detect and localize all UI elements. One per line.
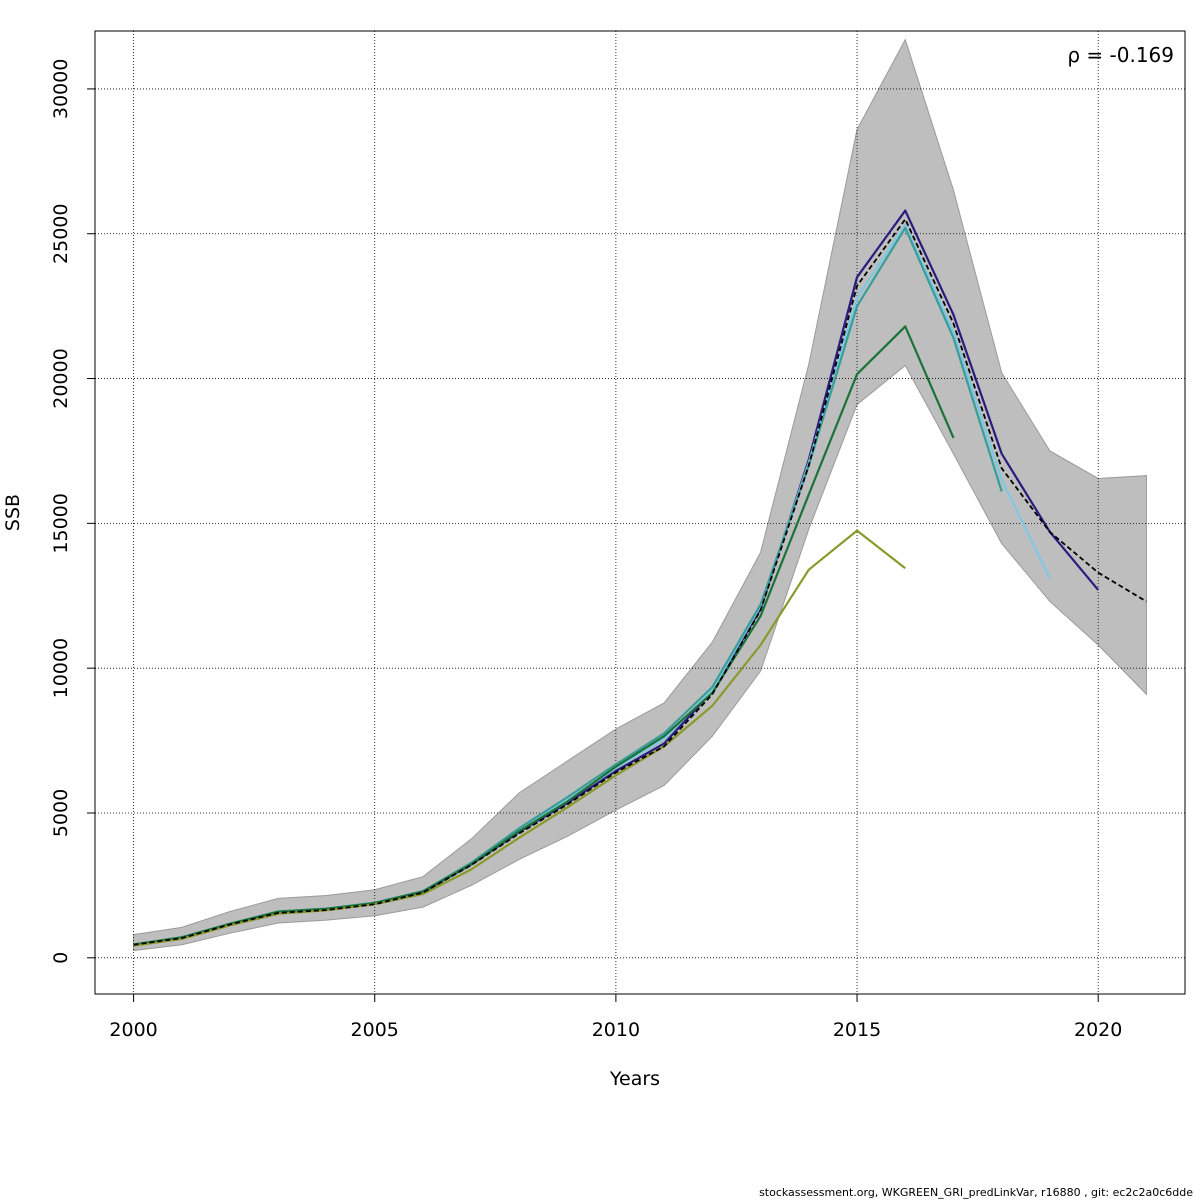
series-line-base (133, 218, 1147, 946)
series-line-peel-5 (133, 529, 906, 947)
y-tick-label: 25000 (50, 204, 72, 264)
plot-frame (94, 30, 1186, 995)
axis-layer: 2000 2005 2010 2015 2020 0 5000 10000 15000 20000… (50, 59, 1122, 1041)
confidence-band (133, 38, 1147, 952)
confidence-band-layer (133, 38, 1147, 952)
series-layer (133, 209, 1147, 947)
series-line-peel-4 (133, 325, 955, 946)
rho-annotation: ρ = -0.169 (1067, 43, 1174, 67)
x-tick-label: 2005 (351, 1019, 399, 1041)
x-tick-label: 2015 (833, 1019, 881, 1041)
x-tick-label: 2010 (592, 1019, 640, 1041)
x-tick-label: 2000 (109, 1019, 157, 1041)
footer-credit: stockassessment.org, WKGREEN_GRI_predLin… (759, 1186, 1193, 1199)
y-tick-label: 20000 (50, 348, 72, 408)
x-tick-label: 2020 (1074, 1019, 1122, 1041)
x-axis-title: Years (609, 1068, 660, 1090)
y-tick-label: 0 (50, 952, 72, 964)
y-tick-label: 15000 (50, 493, 72, 553)
y-tick-label: 5000 (50, 789, 72, 837)
y-tick-label: 10000 (50, 638, 72, 698)
y-tick-label: 30000 (50, 59, 72, 119)
y-axis-title: SSB (2, 494, 24, 531)
